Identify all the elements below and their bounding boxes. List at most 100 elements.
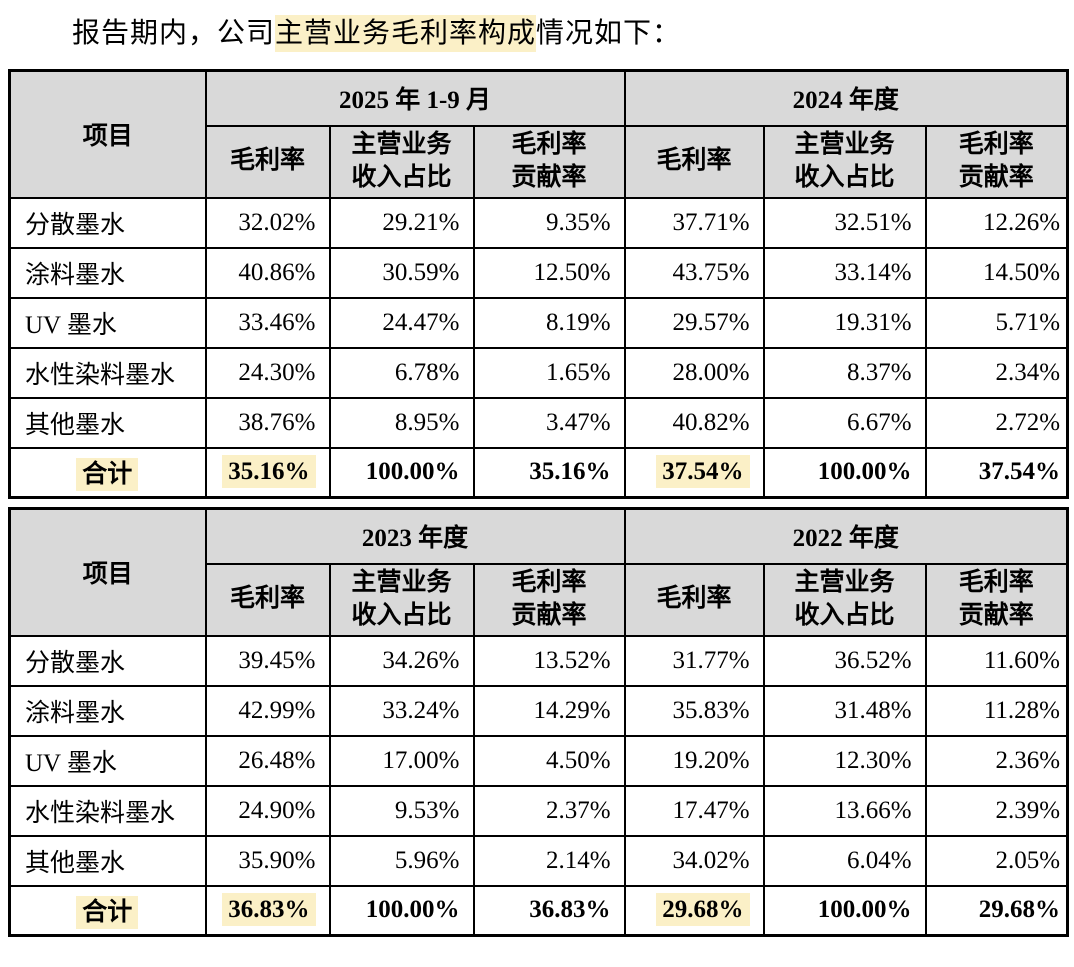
col-header-margin-contribution: 毛利率 贡献率: [472, 562, 626, 637]
cell: 6.78%: [328, 346, 475, 399]
total-cell: 36.83%: [472, 884, 626, 937]
cell: 24.90%: [204, 784, 331, 837]
total-value-highlight: 29.68%: [656, 893, 750, 927]
cell: 2.05%: [924, 834, 1069, 887]
intro-text: 报告期内，公司主营业务毛利率构成情况如下：: [72, 14, 1074, 53]
cell: 40.82%: [623, 396, 765, 449]
cell: 40.86%: [204, 246, 331, 299]
col-header-gross-margin: 毛利率: [204, 124, 331, 199]
intro-prefix: 报告期内，公司: [72, 18, 276, 49]
total-cell: 36.83%: [204, 884, 331, 937]
cell: 8.37%: [762, 346, 927, 399]
col-header-revenue-share: 主营业务 收入占比: [762, 562, 927, 637]
cell: 24.47%: [328, 296, 475, 349]
row-label: 分散墨水: [8, 196, 207, 249]
cell: 38.76%: [204, 396, 331, 449]
cell: 2.14%: [472, 834, 626, 887]
col-header-revenue-share: 主营业务 收入占比: [762, 124, 927, 199]
cell: 36.52%: [762, 634, 927, 687]
cell: 33.14%: [762, 246, 927, 299]
cell: 17.47%: [623, 784, 765, 837]
total-label: 合计: [8, 446, 207, 499]
cell: 9.35%: [472, 196, 626, 249]
cell: 34.26%: [328, 634, 475, 687]
total-row: 合计 35.16% 100.00% 35.16% 37.54% 100.00% …: [8, 446, 1069, 499]
col-header-item: 项目: [8, 507, 207, 637]
gross-margin-table-2023-2022: 项目 2023 年度 2022 年度 毛利率 主营业务 收入占比 毛利率 贡献率…: [8, 507, 1070, 938]
total-cell: 37.54%: [623, 446, 765, 499]
cell: 8.19%: [472, 296, 626, 349]
col-header-margin-contribution: 毛利率 贡献率: [924, 124, 1069, 199]
cell: 42.99%: [204, 684, 331, 737]
cell: 35.83%: [623, 684, 765, 737]
cell: 31.77%: [623, 634, 765, 687]
row-label: UV 墨水: [8, 734, 207, 787]
total-cell: 100.00%: [762, 446, 927, 499]
cell: 32.51%: [762, 196, 927, 249]
cell: 28.00%: [623, 346, 765, 399]
total-cell: 100.00%: [762, 884, 927, 937]
total-row: 合计 36.83% 100.00% 36.83% 29.68% 100.00% …: [8, 884, 1069, 937]
cell: 34.02%: [623, 834, 765, 887]
col-header-item: 项目: [8, 69, 207, 199]
table-row: 涂料墨水 40.86% 30.59% 12.50% 43.75% 33.14% …: [8, 246, 1069, 299]
period-header-2022: 2022 年度: [623, 507, 1069, 565]
cell: 1.65%: [472, 346, 626, 399]
cell: 12.30%: [762, 734, 927, 787]
cell: 17.00%: [328, 734, 475, 787]
cell: 30.59%: [328, 246, 475, 299]
total-cell: 35.16%: [204, 446, 331, 499]
cell: 26.48%: [204, 734, 331, 787]
total-cell: 35.16%: [472, 446, 626, 499]
table-row: 分散墨水 39.45% 34.26% 13.52% 31.77% 36.52% …: [8, 634, 1069, 687]
total-value-highlight: 37.54%: [656, 455, 750, 489]
cell: 2.37%: [472, 784, 626, 837]
cell: 2.36%: [924, 734, 1069, 787]
gross-margin-table-2025-2024: 项目 2025 年 1-9 月 2024 年度 毛利率 主营业务 收入占比 毛利…: [8, 69, 1070, 500]
cell: 19.31%: [762, 296, 927, 349]
total-cell: 100.00%: [328, 446, 475, 499]
row-label: 分散墨水: [8, 634, 207, 687]
cell: 8.95%: [328, 396, 475, 449]
col-header-margin-contribution: 毛利率 贡献率: [924, 562, 1069, 637]
cell: 39.45%: [204, 634, 331, 687]
period-header-2025: 2025 年 1-9 月: [204, 69, 626, 127]
cell: 2.39%: [924, 784, 1069, 837]
cell: 11.28%: [924, 684, 1069, 737]
cell: 2.34%: [924, 346, 1069, 399]
cell: 2.72%: [924, 396, 1069, 449]
cell: 4.50%: [472, 734, 626, 787]
total-label: 合计: [8, 884, 207, 937]
table-row: UV 墨水 33.46% 24.47% 8.19% 29.57% 19.31% …: [8, 296, 1069, 349]
col-header-revenue-share: 主营业务 收入占比: [328, 124, 475, 199]
row-label: 涂料墨水: [8, 684, 207, 737]
col-header-gross-margin: 毛利率: [623, 562, 765, 637]
cell: 13.66%: [762, 784, 927, 837]
total-label-highlight: 合计: [76, 896, 139, 930]
cell: 29.57%: [623, 296, 765, 349]
row-label: 涂料墨水: [8, 246, 207, 299]
total-label-highlight: 合计: [76, 458, 139, 492]
cell: 35.90%: [204, 834, 331, 887]
cell: 33.46%: [204, 296, 331, 349]
cell: 9.53%: [328, 784, 475, 837]
cell: 13.52%: [472, 634, 626, 687]
row-label: 其他墨水: [8, 834, 207, 887]
row-label: UV 墨水: [8, 296, 207, 349]
table-row: 水性染料墨水 24.30% 6.78% 1.65% 28.00% 8.37% 2…: [8, 346, 1069, 399]
col-header-revenue-share: 主营业务 收入占比: [328, 562, 475, 637]
row-label: 其他墨水: [8, 396, 207, 449]
table-row: 涂料墨水 42.99% 33.24% 14.29% 35.83% 31.48% …: [8, 684, 1069, 737]
cell: 12.26%: [924, 196, 1069, 249]
intro-suffix: 情况如下：: [536, 18, 682, 49]
cell: 5.96%: [328, 834, 475, 887]
total-value-highlight: 36.83%: [222, 893, 316, 927]
total-cell: 29.68%: [924, 884, 1069, 937]
total-cell: 37.54%: [924, 446, 1069, 499]
period-header-2024: 2024 年度: [623, 69, 1069, 127]
cell: 3.47%: [472, 396, 626, 449]
total-cell: 100.00%: [328, 884, 475, 937]
period-header-2023: 2023 年度: [204, 507, 626, 565]
cell: 31.48%: [762, 684, 927, 737]
table-row: UV 墨水 26.48% 17.00% 4.50% 19.20% 12.30% …: [8, 734, 1069, 787]
